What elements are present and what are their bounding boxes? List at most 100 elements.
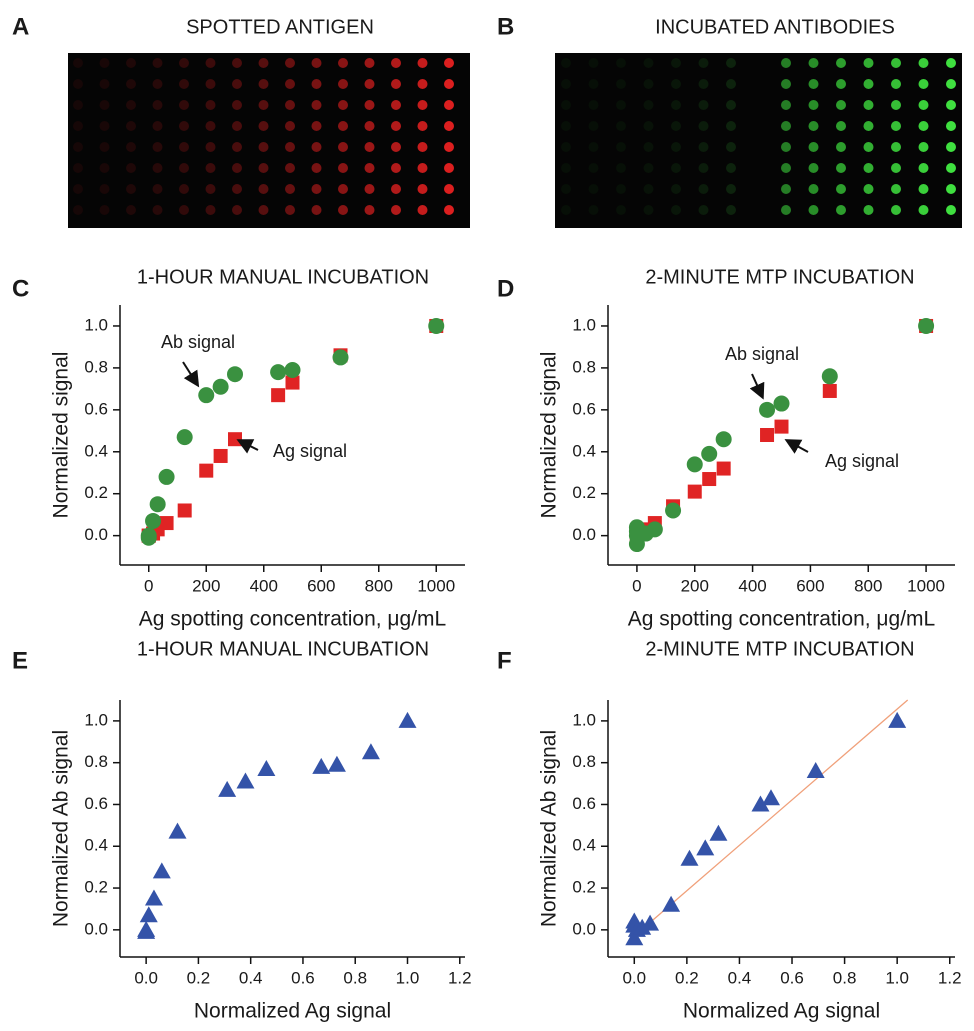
spot [312,100,322,110]
marker [647,521,663,537]
marker [150,496,166,512]
x-tick-label: 0.0 [622,968,646,987]
spot [891,205,901,215]
spot [809,205,819,215]
spot [444,100,454,110]
spot [589,142,599,152]
spot [616,142,626,152]
spot [73,205,83,215]
spot [561,79,571,89]
spot [100,142,110,152]
spot [589,205,599,215]
spot [616,58,626,68]
y-tick-label: 0.2 [572,878,596,897]
spot [444,205,454,215]
spot [179,163,189,173]
spot [946,121,956,131]
marker [213,379,229,395]
spot [100,100,110,110]
spot [836,79,846,89]
spot [561,142,571,152]
marker [774,396,790,412]
marker [709,825,727,841]
spot [891,58,901,68]
marker [198,387,214,403]
panel-label: E [12,647,28,674]
spot [781,205,791,215]
spot [561,163,571,173]
spot [671,121,681,131]
marker [178,503,192,517]
spot [232,58,242,68]
spot [809,79,819,89]
spot [699,184,709,194]
spot [153,121,163,131]
annotation: Ag signal [273,441,347,461]
spot [126,79,136,89]
spot [891,163,901,173]
spot [946,163,956,173]
spot [864,58,874,68]
spot [365,184,375,194]
marker [236,772,254,788]
spot [891,184,901,194]
spot [100,79,110,89]
y-axis-label: Normalized signal [538,352,561,519]
spot [836,142,846,152]
marker [312,758,330,774]
spot [338,184,348,194]
spot [644,79,654,89]
spot [726,121,736,131]
spot [671,163,681,173]
x-tick-label: 600 [307,576,335,595]
spot [699,121,709,131]
y-tick-label: 0.6 [572,794,596,813]
spot [365,205,375,215]
spot [444,79,454,89]
spot [946,100,956,110]
spot [809,121,819,131]
spot [781,79,791,89]
spot [589,100,599,110]
marker [177,429,193,445]
spot [73,184,83,194]
marker [680,850,698,866]
spot [206,121,216,131]
spot [179,184,189,194]
spot [919,163,929,173]
annotation: Ab signal [161,332,235,352]
spot [100,58,110,68]
image-title: SPOTTED ANTIGEN [186,16,374,38]
fit-line [634,700,907,936]
marker [775,420,789,434]
spot [864,121,874,131]
spot [206,79,216,89]
y-tick-label: 1.0 [84,710,108,729]
spot [338,142,348,152]
spot [312,79,322,89]
spot [418,184,428,194]
marker [333,349,349,365]
spot [259,142,269,152]
y-tick-label: 0.6 [84,399,108,418]
spot [285,79,295,89]
spot [616,100,626,110]
spot [809,100,819,110]
spot [126,142,136,152]
spot [259,100,269,110]
spot [312,121,322,131]
annotation-arrow [183,362,197,384]
x-tick-label: 0 [144,576,153,595]
spot [671,184,681,194]
x-tick-label: 0.6 [780,968,804,987]
spot [418,142,428,152]
spot [391,121,401,131]
spot [589,184,599,194]
spot [232,121,242,131]
y-tick-label: 0.4 [572,836,596,855]
spot [589,79,599,89]
spot [589,58,599,68]
spot [864,163,874,173]
spot [259,79,269,89]
spot [946,184,956,194]
